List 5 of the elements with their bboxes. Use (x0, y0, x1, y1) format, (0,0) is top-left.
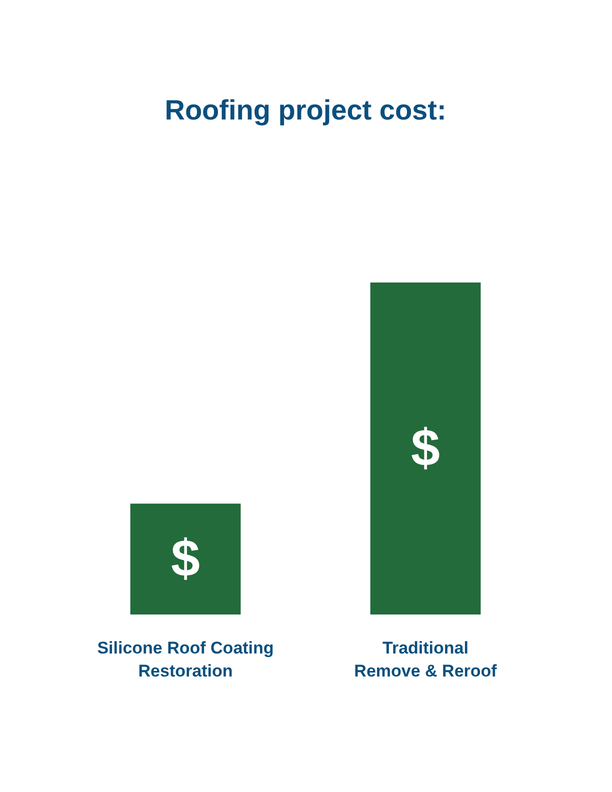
x-tick-label: Traditional Remove & Reroof (354, 638, 498, 680)
x-tick-label: Silicone Roof Coating Restoration (97, 638, 274, 680)
chart-title: Roofing project cost: (164, 94, 446, 126)
annotation: $ (171, 530, 200, 588)
annotation: $ (411, 420, 440, 478)
